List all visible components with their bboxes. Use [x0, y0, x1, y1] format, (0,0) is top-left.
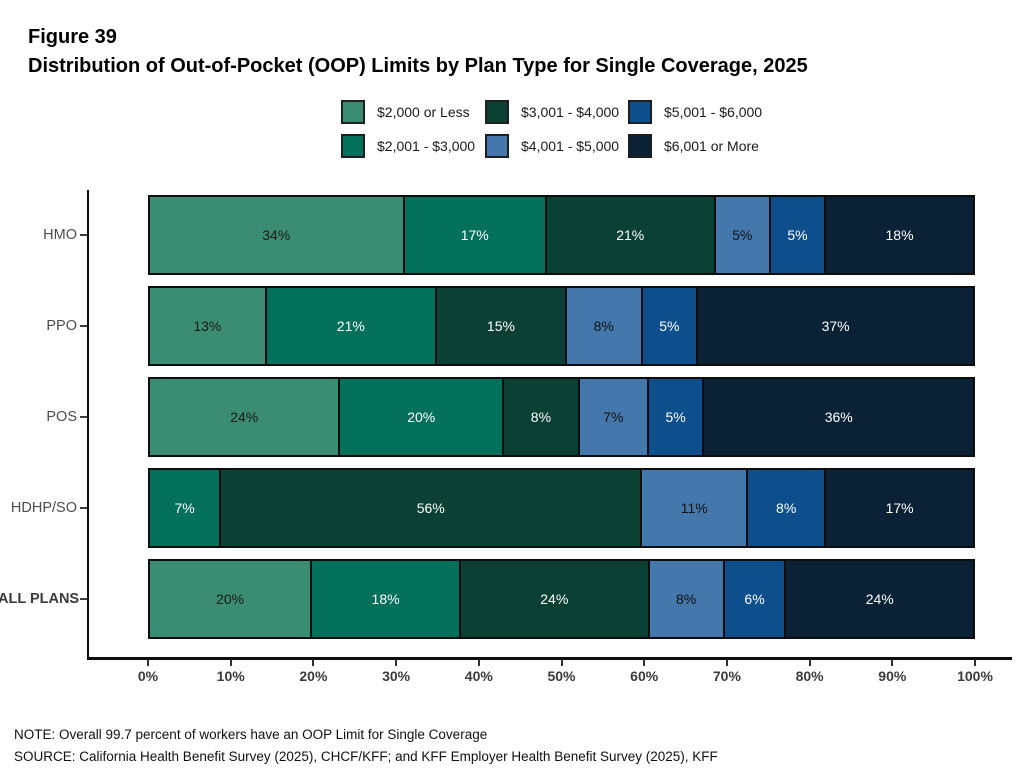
y-axis-tick [80, 507, 87, 509]
y-axis-label: POS [46, 409, 77, 425]
x-axis-tick-label: 50% [547, 668, 576, 684]
y-axis-line [87, 190, 89, 658]
x-axis-tick-label: 70% [712, 668, 741, 684]
legend-label: $4,001 - $5,000 [521, 138, 620, 154]
x-axis-tick-label: 10% [216, 668, 245, 684]
bar-segment: 5% [642, 288, 699, 364]
bar-segment: 8% [649, 561, 725, 637]
x-axis-tick [974, 660, 976, 666]
y-axis-label: HDHP/SO [10, 500, 77, 516]
x-axis-tick-label: 0% [137, 668, 159, 684]
legend-label: $3,001 - $4,000 [521, 104, 620, 120]
bar-segment: 6% [724, 561, 787, 637]
bar-segment: 18% [826, 197, 973, 273]
y-axis-label: ALL PLANS [0, 591, 80, 607]
legend-swatch [341, 134, 365, 158]
bar-segment: 8% [504, 379, 580, 455]
bar-segment: 5% [770, 197, 827, 273]
bar-segment: 20% [150, 561, 313, 637]
x-axis-tick [808, 660, 811, 666]
bar-segment: 21% [266, 288, 437, 364]
legend-item: $4,001 - $5,000 [485, 134, 628, 158]
figure-number: Figure 39 [28, 26, 117, 48]
x-axis-tick [560, 660, 563, 666]
legend-label: $2,001 - $3,000 [377, 138, 476, 154]
bar-segment: 24% [150, 379, 341, 455]
x-axis-tick [643, 660, 646, 666]
legend-item: $3,001 - $4,000 [485, 100, 628, 124]
bar-segment: 37% [698, 288, 973, 364]
bar-segment: 17% [826, 470, 973, 546]
bar-row: 34% 17% 21% 5% 5% 18% [148, 195, 975, 275]
legend-swatch [485, 134, 509, 158]
bar-segment: 8% [566, 288, 643, 364]
x-axis-tick [395, 660, 398, 666]
bar-row: 13% 21% 15% 8% 5% 37% [148, 286, 975, 366]
bar-segment: 34% [150, 197, 405, 273]
y-axis-tick [80, 598, 87, 600]
bar-segment: 8% [748, 470, 827, 546]
x-axis-tick-label: 40% [464, 668, 493, 684]
legend-label: $2,000 or Less [377, 104, 470, 120]
legend-label: $6,001 or More [664, 138, 759, 154]
note-text: NOTE: Overall 99.7 percent of workers ha… [14, 727, 488, 742]
bar-segment: 24% [461, 561, 650, 637]
bar-segment: 5% [648, 379, 705, 455]
bar-row: 7% 56% 11% 8% 17% [148, 468, 975, 548]
bar-segment: 7% [150, 470, 222, 546]
y-axis-label: PPO [46, 318, 77, 334]
bar-segment: 36% [704, 379, 973, 455]
x-axis-tick [477, 660, 480, 666]
x-axis-tick-label: 30% [382, 668, 411, 684]
y-axis-label: HMO [43, 227, 77, 243]
bar-segment: 13% [150, 288, 267, 364]
bar-segment: 5% [715, 197, 771, 273]
bar-row: 20% 18% 24% 8% 6% 24% [148, 559, 975, 639]
bar-segment: 20% [340, 379, 505, 455]
bar-segment: 24% [786, 561, 973, 637]
bar-segment: 18% [312, 561, 462, 637]
legend-item: $2,001 - $3,000 [341, 134, 485, 158]
bars: 34% 17% 21% 5% 5% 18% 13% 21% 15% 8% 5% 37% 24% 20% 8%… [148, 195, 975, 639]
x-axis-tick [147, 660, 149, 666]
y-labels: HMO PPO POS HDHP/SO ALL PLANS [0, 195, 79, 639]
x-axis-tick [725, 660, 728, 666]
x-axis-tick-label: 20% [299, 668, 328, 684]
x-axis-tick-label: 80% [795, 668, 824, 684]
x-axis-tick [891, 660, 894, 666]
x-axis-tick [229, 660, 232, 666]
legend-item: $2,000 or Less [341, 100, 485, 124]
x-axis-tick-label: 100% [957, 668, 993, 684]
legend: $2,000 or Less $2,001 - $3,000 $3,001 - $4… [341, 95, 762, 163]
x-axis-tick-label: 60% [630, 668, 659, 684]
legend-swatch [485, 100, 509, 124]
bar-segment: 7% [579, 379, 649, 455]
bar-segment: 17% [404, 197, 547, 273]
legend-item: $5,001 - $6,000 [628, 100, 762, 124]
page-title: Distribution of Out-of-Pocket (OOP) Limi… [28, 55, 808, 77]
x-axis-tick-label: 90% [878, 668, 907, 684]
y-axis-tick [80, 416, 87, 418]
bar-segment: 15% [436, 288, 567, 364]
bar-segment: 11% [642, 470, 749, 546]
legend-swatch [341, 100, 365, 124]
legend-swatch [628, 100, 652, 124]
source-text: SOURCE: California Health Benefit Survey… [14, 749, 718, 764]
bar-segment: 21% [546, 197, 716, 273]
x-axis-line [87, 657, 1012, 660]
legend-label: $5,001 - $6,000 [664, 104, 763, 120]
y-axis-tick [80, 325, 87, 327]
legend-item: $6,001 or More [628, 134, 762, 158]
y-axis-tick [80, 234, 87, 236]
x-axis-tick [312, 660, 315, 666]
legend-swatch [628, 134, 652, 158]
bar-row: 24% 20% 8% 7% 5% 36% [148, 377, 975, 457]
bar-segment: 56% [221, 470, 643, 546]
